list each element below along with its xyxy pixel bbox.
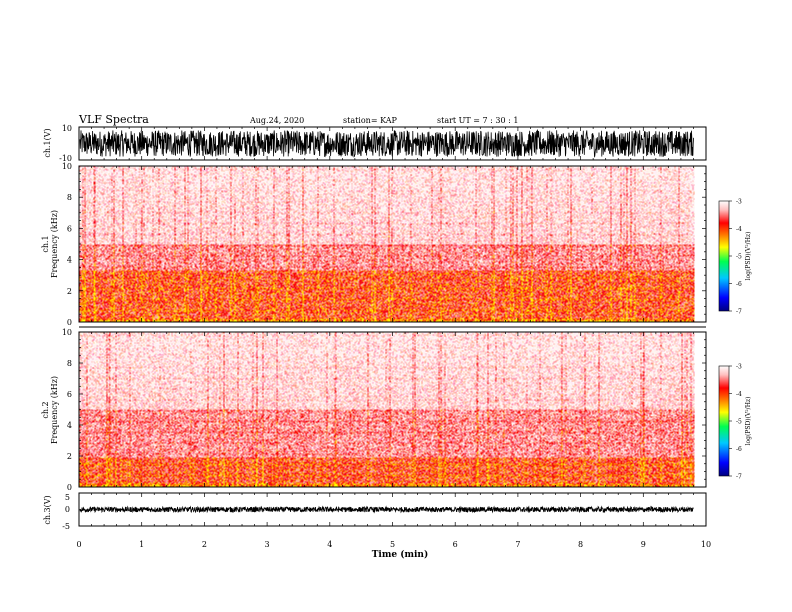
x-tick-label: 3 — [265, 540, 270, 549]
x-tick-label: 10 — [701, 540, 711, 549]
y-tick-label: 8 — [67, 359, 72, 368]
ch1-colorbar-label: log(PSD)(V²/Hz) — [745, 232, 752, 281]
ch3-ytick-min: -5 — [62, 522, 70, 531]
ch3-waveform-xticks — [78, 493, 707, 526]
spectrogram-raster — [79, 332, 706, 487]
y-tick-label: 2 — [67, 287, 72, 296]
ch2-spectrogram-ylabel: Frequency (kHz) — [50, 376, 59, 444]
y-tick-label: 2 — [67, 452, 72, 461]
x-tick-label: 7 — [515, 540, 520, 549]
ch1-waveform-xticks — [78, 127, 707, 160]
y-tick-label: 8 — [67, 193, 72, 202]
ch1-spectrogram-yticks: 0 2 4 6 8 10 — [62, 162, 706, 327]
y-tick-label: 4 — [67, 256, 72, 265]
ch2-colorbar-scale — [718, 365, 730, 477]
date-label: Aug.24, 2020 — [249, 116, 304, 125]
ch1-spectrogram-image — [79, 166, 706, 322]
time-axis-label: Time (min) — [372, 549, 429, 560]
colorbar-tick-label: -5 — [736, 419, 742, 426]
ch1-colorbar: -3 -4 -5 -6 -7 log(PSD)(V²/Hz) — [718, 199, 752, 316]
ch1-spectrogram-ylabel-channel: ch.1 — [41, 235, 50, 252]
start-time-label: start UT = 7 : 30 : 1 — [437, 116, 518, 125]
ch1-ytick-min: -10 — [59, 154, 72, 163]
ch1-colorbar-scale — [718, 200, 730, 312]
ch3-ytick-zero: 0 — [65, 505, 70, 514]
colorbar-tick-label: -6 — [736, 446, 742, 453]
ch2-spectrogram-image — [79, 332, 706, 487]
ch1-spectrogram-panel: 0 2 4 6 8 10 ch.1 Frequency (kHz) — [41, 162, 707, 327]
y-tick-label: 6 — [67, 224, 72, 233]
colorbar-tick-label: -3 — [736, 199, 742, 206]
ch1-waveform-trace — [79, 128, 694, 158]
ch3-waveform-trace — [79, 505, 694, 514]
ch3-waveform-panel: 5 0 -5 ch.3(V) — [43, 492, 707, 531]
ch1-waveform-ylabel: ch.1(V) — [43, 128, 52, 157]
x-tick-label: 1 — [139, 540, 144, 549]
station-label: station= KAP — [343, 116, 398, 125]
ch3-waveform-ylabel: ch.3(V) — [43, 495, 52, 524]
ch1-spectrogram-ylabel: Frequency (kHz) — [50, 210, 59, 278]
y-tick-label: 10 — [62, 328, 72, 337]
colorbar-tick-label: -4 — [736, 391, 742, 398]
y-tick-label: 10 — [62, 162, 72, 171]
ch3-ytick-max: 5 — [65, 493, 70, 502]
ch1-spectrogram-xticks — [78, 166, 707, 322]
ch2-spectrogram-ylabel-channel: ch.2 — [41, 401, 50, 418]
colorbar-tick-label: -6 — [736, 281, 742, 288]
x-tick-label: 6 — [453, 540, 458, 549]
x-tick-label: 0 — [76, 540, 81, 549]
spectrogram-raster — [79, 166, 706, 322]
waveform-line — [79, 505, 694, 514]
ch2-spectrogram-yticks: 0 2 4 6 8 10 — [62, 328, 706, 492]
colorbar-tick-label: -7 — [736, 474, 742, 481]
x-tick-label: 9 — [641, 540, 646, 549]
y-tick-label: 6 — [67, 390, 72, 399]
x-tick-label: 8 — [578, 540, 583, 549]
ch1-colorbar-ticks: -3 -4 -5 -6 -7 — [729, 199, 742, 316]
x-tick-label: 4 — [327, 540, 332, 549]
ch2-spectrogram-xticks — [78, 332, 707, 487]
ch2-colorbar: -3 -4 -5 -6 -7 log(PSD)(V²/Hz) — [718, 364, 752, 481]
colorbar-tick-label: -5 — [736, 254, 742, 261]
x-tick-label: 5 — [390, 540, 395, 549]
colorbar-tick-label: -3 — [736, 364, 742, 371]
figure-title: VLF Spectra — [78, 113, 149, 126]
waveform-line — [79, 128, 694, 158]
y-tick-label: 0 — [67, 318, 72, 327]
y-tick-label: 0 — [67, 483, 72, 492]
ch1-ytick-max: 10 — [62, 124, 72, 133]
x-tick-label: 2 — [202, 540, 207, 549]
ch2-colorbar-label: log(PSD)(V²/Hz) — [745, 397, 752, 446]
y-tick-label: 4 — [67, 421, 72, 430]
time-axis-tick-labels: 0 1 2 3 4 5 6 7 8 9 10 — [76, 540, 711, 549]
colorbar-tick-label: -4 — [736, 226, 742, 233]
colorbar-tick-label: -7 — [736, 309, 742, 316]
ch1-waveform-panel: 10 -10 ch.1(V) — [43, 124, 707, 163]
ch2-spectrogram-panel: 0 2 4 6 8 10 ch.2 Frequency (kHz) — [41, 328, 707, 492]
ch2-colorbar-ticks: -3 -4 -5 -6 -7 — [729, 364, 742, 481]
